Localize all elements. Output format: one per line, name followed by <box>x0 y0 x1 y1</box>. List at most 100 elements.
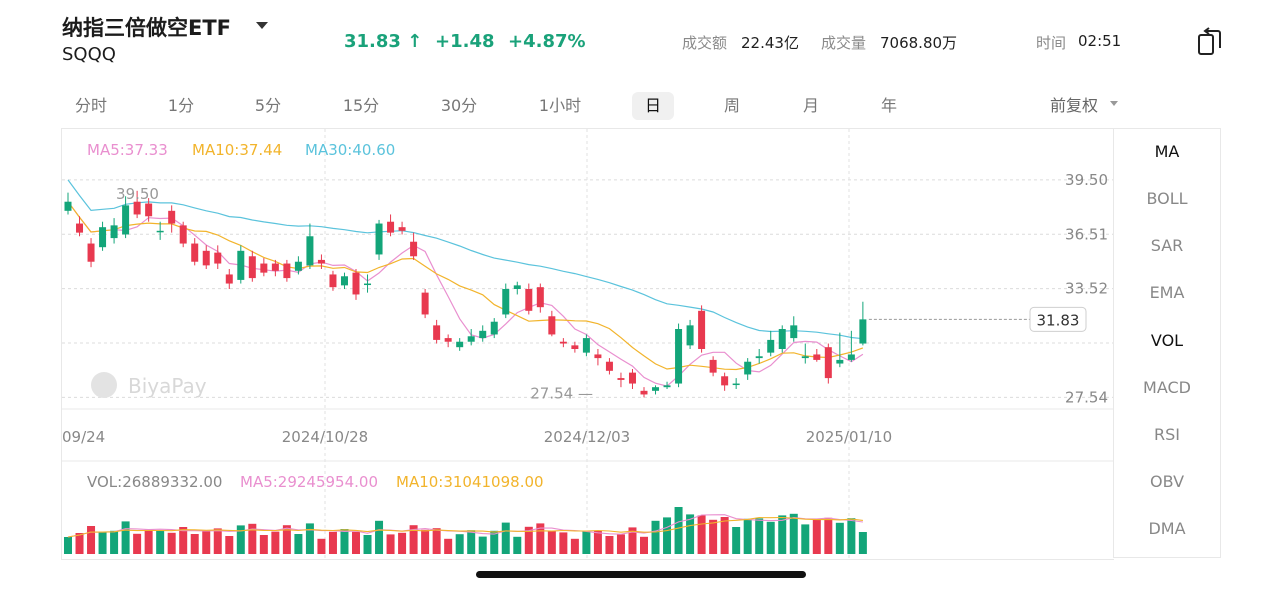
tab-day[interactable]: 日 <box>632 92 674 120</box>
volume-bar <box>663 517 672 554</box>
chart-area[interactable]: 39.50 36.51 33.52 27.54 BiyaPay MA5:37.33 MA10… <box>61 128 1114 560</box>
x-tick-label: 2024/10/28 <box>282 428 368 446</box>
volume-bar <box>375 520 384 554</box>
max-price-label: 39.50 <box>116 185 159 203</box>
candle-body <box>329 274 337 288</box>
tab-month[interactable]: 月 <box>802 96 819 115</box>
volume-bar <box>64 537 72 554</box>
candle-body <box>675 329 683 384</box>
tab-15min[interactable]: 15分 <box>342 96 380 115</box>
indicator-ma[interactable]: MA <box>1154 142 1180 161</box>
volume-bar <box>282 525 291 554</box>
home-indicator[interactable] <box>476 571 806 578</box>
candle-body <box>536 287 544 308</box>
candle-body <box>513 285 521 289</box>
volume-bar <box>305 523 314 554</box>
rotate-screen-icon[interactable] <box>1196 26 1224 56</box>
tab-30min[interactable]: 30分 <box>440 96 478 115</box>
volume-bar <box>121 521 130 554</box>
candle-body <box>352 272 360 295</box>
candle-body <box>767 339 775 353</box>
candle-body <box>398 227 406 231</box>
candle-body <box>467 336 475 342</box>
indicator-panel: MA BOLL SAR EMA VOL MACD RSI OBV DMA <box>1113 128 1221 558</box>
indicator-boll[interactable]: BOLL <box>1146 189 1188 208</box>
volume-bar <box>363 535 372 554</box>
indicator-sar[interactable]: SAR <box>1150 236 1184 255</box>
volume-bar <box>421 529 430 554</box>
volume-bar <box>697 515 706 554</box>
candle-body <box>317 259 325 264</box>
volume-bar <box>432 528 441 554</box>
volume-bar <box>259 535 268 554</box>
candle-body <box>605 361 613 371</box>
volume-bar <box>778 515 787 554</box>
volume-bar <box>144 529 153 554</box>
volume-bar <box>858 532 867 554</box>
candle-body <box>640 390 648 395</box>
indicator-vol[interactable]: VOL <box>1150 331 1184 350</box>
vol-ma10-line <box>67 516 863 538</box>
volume-bar <box>513 536 522 554</box>
indicator-rsi[interactable]: RSI <box>1154 425 1180 444</box>
y-tick-label: 36.51 <box>1065 225 1108 243</box>
candle-body <box>410 241 418 257</box>
kline-chart[interactable]: 39.50 36.51 33.52 27.54 BiyaPay MA5:37.33 MA10… <box>62 129 1114 559</box>
stock-title[interactable]: 纳指三倍做空ETF <box>62 16 232 40</box>
x-tick-label: 2025/01/10 <box>806 428 892 446</box>
candle-body <box>271 263 279 271</box>
y-tick-label: 27.54 <box>1065 388 1108 406</box>
volume-bar <box>133 533 142 554</box>
adjust-selector[interactable]: 前复权 <box>1050 96 1099 115</box>
candle-body <box>168 210 176 224</box>
candle-body <box>248 256 256 279</box>
volume-bar <box>732 527 741 554</box>
watermark-text: BiyaPay <box>128 374 207 398</box>
volume-bar <box>640 536 648 554</box>
candle-body <box>283 263 291 279</box>
candle-body <box>744 361 752 375</box>
volume-label: 成交量 <box>821 34 867 52</box>
volume-bar <box>559 532 568 554</box>
tab-1hour[interactable]: 1小时 <box>538 96 582 115</box>
chevron-down-icon[interactable] <box>1110 101 1118 106</box>
volume-bar <box>248 523 257 554</box>
last-price-badge-text: 31.83 <box>1037 311 1080 329</box>
volume-bar <box>628 527 637 554</box>
volume-bar <box>709 519 718 554</box>
volume-bar <box>213 528 222 554</box>
indicator-obv[interactable]: OBV <box>1149 472 1185 491</box>
candle-body <box>421 292 429 315</box>
candle-body <box>824 347 832 379</box>
volume-bar <box>490 530 499 554</box>
tab-year[interactable]: 年 <box>880 96 897 115</box>
volume-bar <box>236 525 245 554</box>
volume-bar <box>340 529 349 554</box>
tab-5min[interactable]: 5分 <box>254 96 282 115</box>
volume-bar <box>98 532 107 554</box>
candle-body <box>133 201 141 215</box>
tab-1min[interactable]: 1分 <box>167 96 195 115</box>
chevron-down-icon[interactable] <box>256 22 268 29</box>
candle-body <box>375 223 383 255</box>
candle-body <box>237 250 245 280</box>
candle-body <box>502 289 510 315</box>
tab-intraday[interactable]: 分时 <box>74 96 107 115</box>
candle-body <box>548 316 556 335</box>
volume-bar <box>536 523 545 554</box>
time-label: 时间 <box>1036 34 1067 52</box>
indicator-macd[interactable]: MACD <box>1143 378 1191 397</box>
indicator-ema[interactable]: EMA <box>1149 283 1185 302</box>
volume-bar <box>294 534 303 554</box>
candle-body <box>721 376 729 386</box>
volume-bar <box>582 531 591 554</box>
indicator-dma[interactable]: DMA <box>1148 519 1186 538</box>
volume-bar <box>467 530 476 554</box>
volume-bar <box>686 514 695 554</box>
turnover-label: 成交额 <box>682 34 728 52</box>
volume-bar <box>110 530 119 554</box>
volume-bar <box>593 530 602 554</box>
y-tick-label: 33.52 <box>1065 280 1108 298</box>
tab-week[interactable]: 周 <box>723 96 740 115</box>
volume-bar <box>755 518 764 554</box>
